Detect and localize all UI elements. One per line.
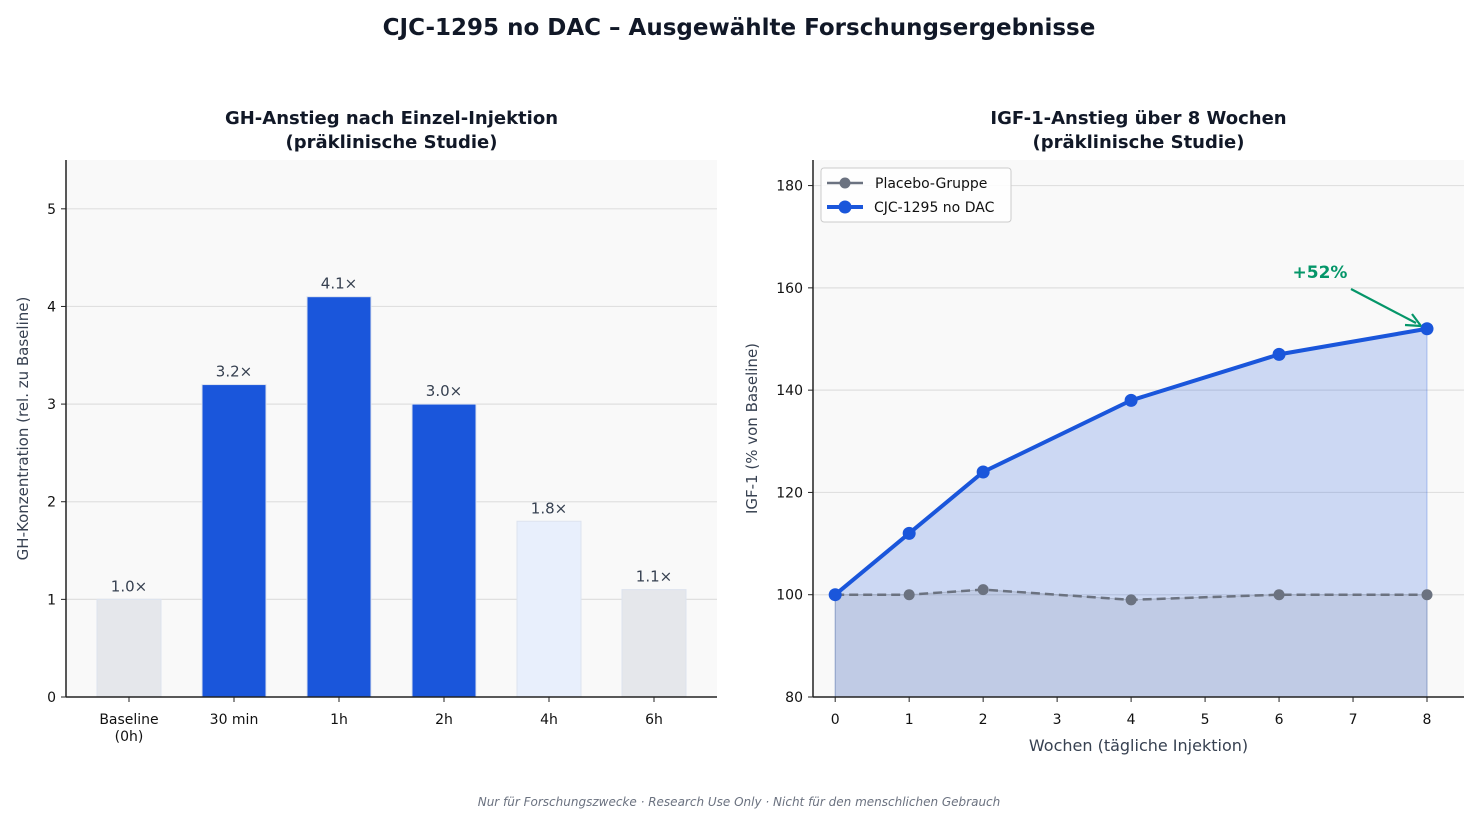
- x-tick-label: 6: [1275, 712, 1284, 728]
- cjc-line: [833, 326, 1428, 597]
- x-tick-label: 1: [905, 712, 914, 728]
- x-tick-label: 6h: [645, 712, 663, 728]
- y-tick-label: 120: [776, 485, 803, 501]
- x-tick-label: 30 min: [210, 712, 259, 728]
- bar-data-label: 4.1×: [321, 275, 357, 293]
- x-tick-label: Baseline (0h): [99, 712, 158, 745]
- y-axis-label: IGF-1 (% von Baseline): [743, 343, 761, 514]
- annotation-label: +52%: [1293, 263, 1348, 283]
- y-tick-label: 5: [47, 202, 56, 218]
- footer-disclaimer: Nur für Forschungszwecke · Research Use …: [478, 795, 1001, 809]
- cjc-point: [976, 465, 990, 479]
- cjc-point: [828, 588, 842, 602]
- x-tick-label: 4h: [540, 712, 558, 728]
- y-tick-label: 4: [47, 299, 56, 315]
- bar-0: [96, 598, 162, 698]
- cjc-point: [902, 526, 916, 540]
- x-tick-label: 7: [1349, 712, 1358, 728]
- legend-marker: [839, 177, 851, 189]
- figure-title: CJC-1295 no DAC – Ausgewählte Forschungs…: [383, 15, 1096, 41]
- placebo-point: [1125, 594, 1137, 606]
- x-tick-label: 5: [1201, 712, 1210, 728]
- bar-5: [621, 589, 687, 698]
- x-tick-label: 4: [1127, 712, 1136, 728]
- y-tick-label: 100: [776, 588, 803, 604]
- chart-title: IGF-1-Anstieg über 8 Wochen (präklinische…: [990, 108, 1286, 153]
- x-tick-label: 3: [1053, 712, 1062, 728]
- x-tick-label: 8: [1423, 712, 1432, 728]
- chart-title: GH-Anstieg nach Einzel-Injektion (präklin…: [225, 108, 558, 153]
- bar-data-label: 3.2×: [216, 363, 252, 381]
- x-tick-label: 1h: [330, 712, 348, 728]
- bar-data-label: 1.1×: [636, 568, 672, 586]
- placebo-point: [1273, 589, 1285, 601]
- placebo-point: [1421, 589, 1433, 601]
- cjc-point: [1420, 322, 1434, 336]
- x-tick-label: 0: [831, 712, 840, 728]
- y-tick-label: 180: [776, 179, 803, 195]
- x-tick-label: 2h: [435, 712, 453, 728]
- cjc-point: [1124, 393, 1138, 407]
- x-axis-label: Wochen (tägliche Injektion): [1029, 736, 1248, 755]
- x-tick-label: 2: [979, 712, 988, 728]
- annotation-arrow: [1350, 288, 1417, 324]
- bar-data-label: 1.0×: [111, 577, 147, 595]
- legend-marker: [838, 200, 852, 214]
- legend-label: Placebo-Gruppe: [875, 176, 987, 192]
- y-tick-label: 140: [776, 383, 803, 399]
- bar-1: [201, 384, 267, 698]
- plot-area: [66, 160, 717, 697]
- plot-area: [813, 160, 1464, 697]
- y-tick-label: 80: [785, 690, 803, 706]
- y-tick-label: 160: [776, 281, 803, 297]
- legend: Placebo-Gruppe CJC-1295 no DAC: [820, 167, 1012, 223]
- legend-box: [820, 167, 1012, 223]
- y-tick-label: 2: [47, 495, 56, 511]
- bar-data-label: 1.8×: [531, 499, 567, 517]
- bar-data-label: 3.0×: [426, 382, 462, 400]
- placebo-line: [835, 588, 1428, 602]
- placebo-point: [977, 584, 989, 596]
- annotation-arrowhead: [1404, 313, 1422, 328]
- bar-4: [516, 520, 582, 698]
- y-tick-label: 3: [47, 397, 56, 413]
- gh-bar-chart: 0 1 2 3 4 5 1.0× Baseline (0h) 3.2× 30 min 4.1× 1h 3.…: [14, 108, 717, 745]
- placebo-area-fill: [834, 589, 1428, 698]
- y-axis-label: GH-Konzentration (rel. zu Baseline): [14, 297, 32, 561]
- y-tick-label: 1: [47, 592, 56, 608]
- legend-label: CJC-1295 no DAC: [874, 200, 995, 216]
- bar-2: [306, 296, 372, 698]
- placebo-point: [903, 589, 915, 601]
- cjc-point: [1272, 347, 1286, 361]
- igf1-line-chart: 80 100 120 140 160 180 0 1 2 3 4 5 6 7 8 +52% Wochen (tä…: [743, 108, 1464, 755]
- y-tick-label: 0: [47, 690, 56, 706]
- bar-3: [411, 403, 477, 698]
